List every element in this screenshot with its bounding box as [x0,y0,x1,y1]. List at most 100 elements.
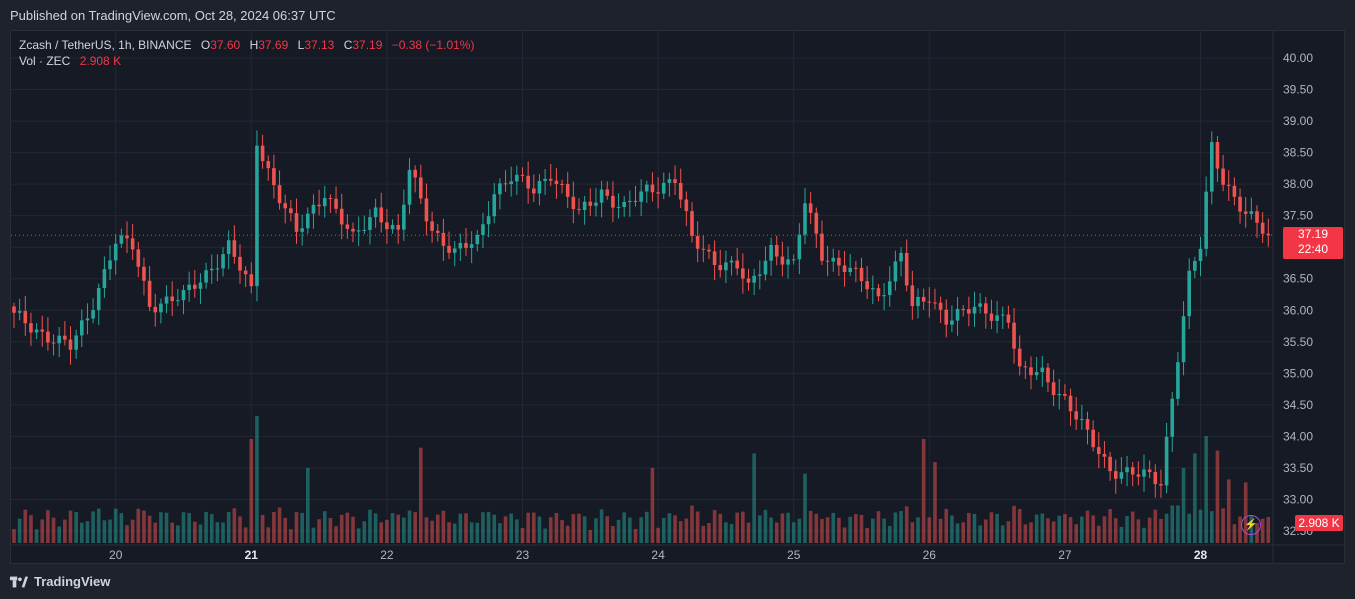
volume-bar [695,511,700,543]
candle-body [243,270,248,275]
volume-label[interactable]: Vol · ZEC [19,54,71,68]
candlestick-chart[interactable]: 40.0039.5039.0038.5038.0037.5037.0036.50… [11,31,1344,563]
candle-body [1080,419,1084,421]
volume-bar [1176,505,1180,543]
candle-body [887,281,892,296]
candle-body [419,177,423,199]
volume-bar [243,527,248,543]
y-tick-label: 36.00 [1283,303,1313,317]
candle-body [119,235,124,244]
candle-body [1108,456,1112,472]
volume-bar [1023,524,1028,543]
candle-body [712,251,717,266]
volume-bar [712,510,717,543]
volume-bar [842,527,847,543]
candle-body [673,179,677,183]
volume-bar [1232,524,1237,543]
candle-body [690,211,694,237]
volume-bar [1181,467,1186,543]
candle-body [515,174,519,182]
volume-bar [1210,511,1214,543]
volume-bar [582,516,587,543]
volume-bar [1136,519,1141,543]
candle-body [204,270,208,283]
volume-bar [758,515,762,543]
candle-body [1097,447,1101,455]
volume-bar [1204,436,1208,543]
candle-body [1113,471,1118,479]
volume-bar [984,519,988,543]
volume-bar [334,526,338,543]
tradingview-logo[interactable]: TradingView [10,574,110,589]
volume-bar [198,524,203,543]
volume-bar [1040,513,1045,543]
candle-body [317,204,321,207]
candle-body [396,224,400,230]
candle-body [130,238,135,250]
x-tick-label: 26 [923,548,937,562]
published-label: Published on TradingView.com, Oct 28, 20… [10,8,336,23]
volume-bar [1226,479,1231,543]
volume-bar [306,467,310,543]
candle-body [1091,429,1095,448]
candle-body [294,213,299,232]
candle-body [306,213,310,229]
candle-body [283,203,287,209]
volume-bar [865,527,869,543]
candle-body [1068,395,1073,412]
chart-panel[interactable]: 40.0039.5039.0038.5038.0037.5037.0036.50… [10,30,1345,564]
candle-body [1000,314,1005,316]
candle-body [1034,372,1039,376]
volume-row: Vol · ZEC 2.908 K [19,53,474,69]
candle-body [311,204,316,214]
x-tick-label: 25 [787,548,801,562]
y-tick-label: 35.00 [1283,366,1313,380]
volume-bar [51,517,56,543]
volume-bar [989,512,994,543]
footer-bar: TradingView [0,566,1355,599]
candle-body [741,268,745,279]
candle-body [921,296,926,302]
volume-bar [368,509,372,543]
candle-body [622,201,626,207]
candle-body [837,257,841,266]
y-tick-label: 39.50 [1283,83,1313,97]
volume-bar [554,512,559,543]
candle-body [1125,467,1129,473]
volume-bar [17,518,22,543]
candle-body [639,191,643,202]
candle-body [51,342,56,344]
candle-body [1176,362,1180,399]
volume-bar [74,512,78,543]
volume-bar [1085,510,1090,543]
lightning-icon[interactable]: ⚡ [1241,515,1261,535]
volume-bar [808,510,813,543]
volume-bar [63,519,67,543]
volume-bar [1153,509,1158,543]
volume-bar [729,524,734,543]
candle-body [661,182,666,194]
candle-body [616,206,621,208]
volume-bar [339,514,344,543]
volume-bar [68,510,73,543]
high-label: H [249,38,259,52]
symbol-label[interactable]: Zcash / TetherUS, 1h, BINANCE [19,38,192,52]
candle-body [452,248,457,253]
candle-body [356,230,361,232]
volume-bar [57,526,61,543]
candle-body [221,254,225,269]
volume-bar [136,508,141,543]
candle-body [164,296,169,304]
change-value: −0.38 (−1.01%) [391,38,475,52]
high-value: 37.69 [258,38,289,52]
volume-bar [12,529,16,543]
volume-bar [774,522,779,543]
volume-bar [684,518,689,543]
volume-bar [300,512,304,543]
candle-body [68,339,73,350]
volume-bar [1029,522,1033,543]
candle-body [594,202,598,206]
candle-body [1102,454,1107,457]
low-value: 37.13 [304,38,335,52]
candle-body [814,212,819,234]
